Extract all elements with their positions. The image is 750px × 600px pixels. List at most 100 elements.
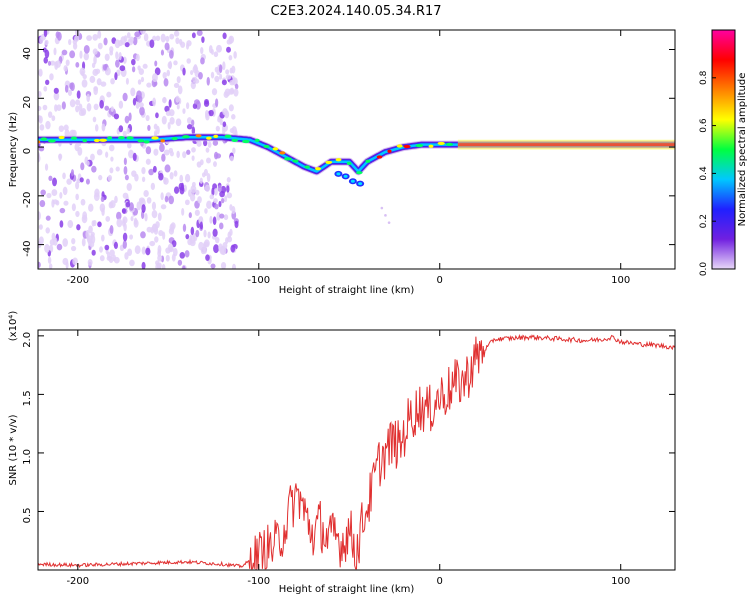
noise-blob [102,64,108,71]
noise-blob [38,68,43,77]
noise-blob [106,91,112,98]
ridge-blob [387,149,392,153]
noise-blob [180,41,186,48]
noise-blob [92,116,97,123]
noise-blob [63,200,69,206]
noise-blob [45,79,50,86]
ridge-blob [445,142,453,146]
noise-blob [138,102,144,108]
ridge-blob [137,139,145,143]
noise-blob [169,49,174,59]
y-axis-label: Frequency (Hz) [8,112,19,188]
x-tick-label: -100 [247,576,270,587]
ridge-blob [415,144,424,148]
ridge-blob [304,165,310,169]
noise-blob [229,204,233,211]
noise-blob [75,181,80,190]
noise-blob [209,215,213,224]
noise-blob [108,255,114,263]
noise-blob [42,47,47,53]
noise-blob [214,203,219,210]
noise-blob [230,244,236,253]
ridge-blob [58,135,65,140]
noise-blob [214,75,220,83]
ridge-blob [356,171,363,175]
noise-blob [109,167,114,174]
noise-blob [59,220,64,228]
noise-blob [225,69,230,75]
noise-blob [219,213,225,219]
noise-blob [233,51,237,59]
noise-blob [116,218,123,228]
ridge-blob [224,134,232,138]
colorbar-tick-label: 0.2 [699,214,709,228]
noise-blob [210,263,216,269]
noise-blob [92,33,99,41]
noise-blob [189,193,196,202]
noise-blob [39,124,45,131]
noise-blob [64,84,69,93]
noise-blob [195,189,200,196]
noise-blob [80,162,85,171]
noise-blob [200,57,205,65]
noise-blob [86,102,92,112]
ridge-blob [48,139,56,143]
noise-blob [38,236,44,245]
noise-blob [186,117,192,125]
noise-blob [191,147,196,153]
x-tick-label: -200 [66,275,89,286]
noise-blob [69,129,76,138]
noise-blob [67,220,74,229]
noise-blob [75,99,81,106]
noise-blob [173,186,180,194]
noise-blob [122,216,128,224]
noise-blob [98,174,103,181]
noise-blob [185,234,190,240]
noise-blob [122,92,128,102]
noise-blob [45,215,51,221]
noise-blob [154,236,159,243]
ridge-blob [182,135,190,139]
noise-blob [165,254,170,262]
noise-blob [228,55,233,61]
noise-blob [194,99,200,105]
noise-blob [100,196,105,203]
noise-blob [228,88,235,95]
noise-blob [78,103,83,112]
noise-blob [71,237,76,245]
noise-blob [113,256,120,264]
noise-blob [206,200,212,209]
noise-blob [83,45,90,54]
ridge-blob [437,141,445,146]
noise-blob [198,72,203,80]
noise-blob [199,177,203,184]
noise-blob [160,33,166,43]
noise-blob [128,112,132,121]
noise-blob [225,237,229,244]
noise-blob [86,160,90,166]
noise-blob [222,121,227,128]
noise-blob [198,241,204,251]
ridge-blob [325,160,333,164]
y-tick-label: 0 [22,148,33,154]
noise-blob [115,59,120,68]
noise-blob [58,153,62,162]
colorbar-tick-label: 0.0 [699,262,709,277]
noise-blob [39,36,44,45]
ridge-blob [93,138,100,143]
noise-blob [141,176,146,183]
noise-blob [211,187,215,197]
noise-blob [194,209,200,216]
ridge-blob [231,138,238,143]
noise-blob [217,184,223,193]
noise-blob [86,93,91,103]
noise-blob [207,141,212,148]
noise-blob [185,173,191,183]
y-tick-label: 1.0 [22,449,33,465]
noise-blob [53,47,57,56]
noise-blob [101,123,106,132]
y-tick-label: 0.5 [22,508,33,524]
noise-blob [128,202,134,211]
